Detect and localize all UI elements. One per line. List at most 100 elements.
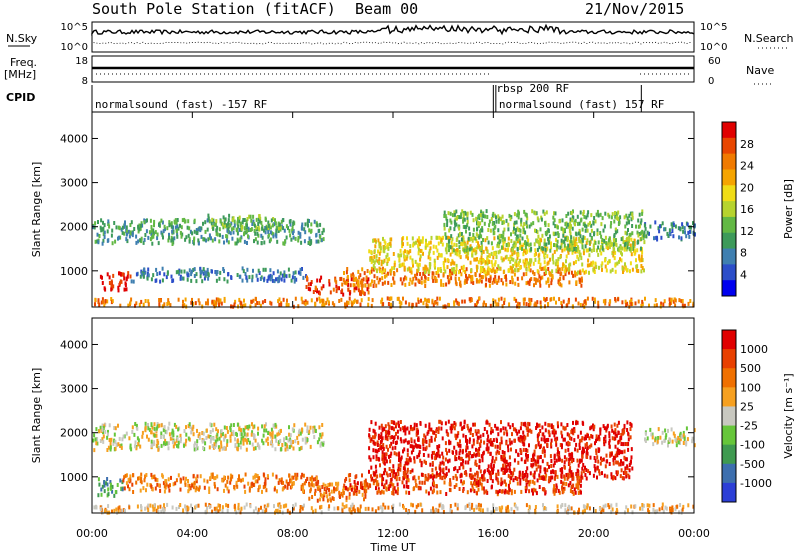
heatmap-cell — [633, 248, 636, 253]
cpid-segment-label: normalsound (fast) -157 RF — [95, 98, 267, 111]
heatmap-cell — [640, 264, 643, 268]
heatmap-cell — [603, 426, 606, 431]
heatmap-cell — [566, 432, 569, 437]
heatmap-cell — [299, 271, 302, 276]
heatmap-cell — [220, 433, 223, 438]
heatmap-cell — [462, 268, 465, 273]
heatmap-cell — [563, 239, 566, 244]
heatmap-cell — [503, 459, 506, 464]
heatmap-cell — [322, 442, 325, 447]
heatmap-cell — [549, 257, 551, 262]
heatmap-cell — [415, 240, 417, 245]
heatmap-cell — [275, 277, 277, 282]
heatmap-cell — [211, 217, 214, 222]
heatmap-cell — [425, 241, 427, 246]
heatmap-cell — [191, 231, 194, 236]
heatmap-cell — [252, 298, 255, 303]
heatmap-cell — [557, 449, 559, 454]
heatmap-cell — [305, 479, 307, 484]
heatmap-cell — [418, 236, 421, 241]
heatmap-cell — [136, 436, 139, 441]
heatmap-cell — [466, 445, 469, 450]
heatmap-cell — [583, 436, 586, 441]
heatmap-cell — [452, 475, 455, 480]
heatmap-cell — [141, 223, 144, 228]
heatmap-cell — [420, 298, 422, 303]
heatmap-cell — [604, 258, 606, 263]
heatmap-cell — [320, 238, 323, 243]
heatmap-cell — [373, 471, 376, 476]
heatmap-cell — [501, 258, 504, 263]
heatmap-cell — [385, 452, 388, 457]
heatmap-cell — [604, 464, 607, 469]
heatmap-cell — [560, 474, 563, 479]
heatmap-cell — [384, 241, 387, 246]
heatmap-cell — [448, 248, 450, 253]
heatmap-cell — [405, 256, 408, 261]
heatmap-cell — [163, 425, 166, 430]
heatmap-cell — [480, 439, 482, 444]
heatmap-cell — [592, 267, 595, 272]
heatmap-cell — [276, 269, 279, 274]
heatmap-cell — [693, 232, 696, 237]
heatmap-cell — [108, 224, 111, 229]
heatmap-cell — [358, 489, 361, 494]
heatmap-cell — [640, 246, 642, 251]
heatmap-cell — [455, 436, 458, 441]
heatmap-cell — [608, 434, 611, 438]
heatmap-cell — [415, 423, 418, 428]
heatmap-cell — [166, 302, 169, 306]
heatmap-cell — [399, 248, 402, 253]
heatmap-cell — [103, 489, 106, 494]
heatmap-cell — [565, 482, 568, 486]
heatmap-cell — [100, 300, 103, 305]
heatmap-cell — [653, 236, 655, 241]
heatmap-cell — [520, 222, 523, 227]
heatmap-cell — [500, 245, 503, 250]
heatmap-cell — [502, 466, 505, 471]
heatmap-cell — [401, 237, 404, 242]
heatmap-cell — [440, 279, 443, 284]
heatmap-cell — [507, 257, 510, 262]
heatmap-cell — [418, 480, 421, 485]
heatmap-cell — [518, 470, 521, 475]
heatmap-cell — [373, 429, 376, 434]
heatmap-cell — [578, 442, 581, 447]
heatmap-cell — [491, 263, 494, 268]
heatmap-cell — [497, 275, 500, 280]
heatmap-cell — [519, 265, 522, 270]
heatmap-cell — [239, 440, 242, 445]
heatmap-cell — [411, 444, 414, 449]
heatmap-cell — [235, 241, 238, 246]
heatmap-cell — [313, 219, 316, 224]
heatmap-cell — [609, 224, 612, 229]
heatmap-cell — [340, 276, 343, 281]
heatmap-cell — [364, 478, 367, 483]
heatmap-cell — [428, 249, 431, 254]
heatmap-cell — [341, 493, 344, 498]
heatmap-cell — [496, 444, 499, 449]
heatmap-cell — [113, 221, 116, 225]
heatmap-cell — [392, 276, 395, 281]
heatmap-cell — [121, 272, 124, 277]
heatmap-cell — [384, 274, 386, 279]
heatmap-cell — [435, 474, 438, 479]
heatmap-cell — [674, 303, 677, 308]
heatmap-cell — [570, 429, 573, 434]
heatmap-cell — [380, 423, 383, 428]
heatmap-cell — [189, 486, 192, 491]
heatmap-cell — [638, 224, 641, 229]
heatmap-cell — [374, 238, 377, 243]
heatmap-cell — [603, 439, 605, 444]
heatmap-cell — [604, 235, 607, 240]
heatmap-cell — [482, 211, 485, 216]
heatmap-cell — [121, 225, 124, 230]
heatmap-cell — [420, 472, 423, 477]
heatmap-cell — [590, 261, 593, 266]
heatmap-cell — [553, 433, 556, 438]
heatmap-cell — [453, 212, 456, 217]
heatmap-cell — [332, 497, 335, 501]
heatmap-cell — [396, 268, 399, 273]
heatmap-cell — [266, 474, 269, 479]
heatmap-cell — [688, 234, 691, 239]
